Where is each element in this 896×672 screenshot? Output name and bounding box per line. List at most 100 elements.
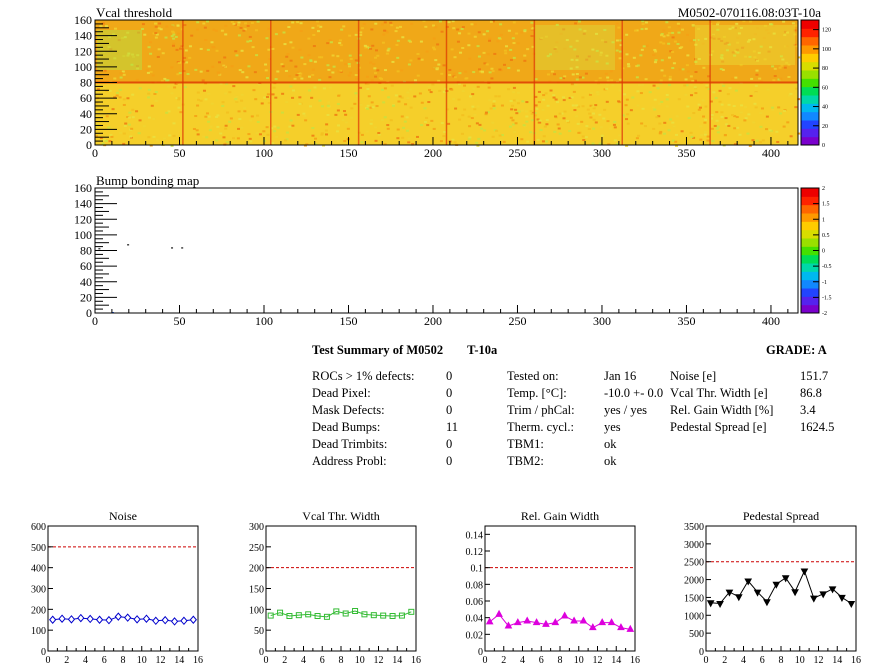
heatmap-pixel <box>553 130 557 133</box>
heatmap-pixel <box>704 105 708 108</box>
heatmap-pixel <box>728 87 732 90</box>
heatmap-pixel <box>685 33 689 36</box>
heatmap-pixel <box>782 125 786 128</box>
palette-band <box>801 254 819 264</box>
heatmap-pixel <box>635 76 639 79</box>
heatmap-pixel <box>640 122 644 125</box>
heatmap-pixel <box>731 114 735 117</box>
heatmap-pixel <box>467 44 471 47</box>
heatmap-pixel <box>342 25 346 28</box>
heatmap-pixel <box>348 71 352 74</box>
heatmap-pixel <box>662 29 666 32</box>
heatmap-pixel <box>244 22 248 25</box>
heatmap-pixel <box>797 98 801 101</box>
heatmap-pixel <box>252 89 256 92</box>
heatmap-pixel <box>560 112 564 115</box>
heatmap-pixel <box>326 42 330 45</box>
heatmap-pixel <box>777 106 781 109</box>
heatmap-pixel <box>636 64 640 67</box>
data-point <box>352 608 359 614</box>
summary-value: yes / yes <box>604 403 648 417</box>
heatmap-pixel <box>285 131 289 134</box>
heatmap-pixel <box>511 104 515 107</box>
heatmap-pixel <box>485 63 489 66</box>
heatmap-pixel <box>433 48 437 51</box>
heatmap-pixel <box>712 91 716 94</box>
heatmap-pixel <box>183 56 187 59</box>
heatmap-pixel <box>748 38 752 41</box>
color-palette <box>801 188 819 314</box>
heatmap-pixel <box>450 48 454 51</box>
heatmap-pixel <box>739 64 743 67</box>
heatmap-pixel <box>101 142 105 145</box>
heatmap-pixel <box>467 115 471 118</box>
heatmap-pixel <box>727 103 731 106</box>
heatmap-pixel <box>591 112 595 115</box>
data-point <box>781 575 790 583</box>
heatmap-pixel <box>648 91 652 94</box>
heatmap-pixel <box>476 85 480 88</box>
palette-label: -2 <box>822 311 827 317</box>
heatmap-pixel <box>707 88 711 91</box>
heatmap-pixel <box>350 116 354 119</box>
heatmap-pixel <box>95 125 99 128</box>
heatmap-pixel <box>445 25 449 28</box>
heatmap-pixel <box>289 85 293 88</box>
heatmap-pixel <box>623 93 627 96</box>
heatmap-pixel <box>437 79 441 82</box>
heatmap-pixel <box>467 32 471 35</box>
heatmap-pixel <box>689 75 693 78</box>
heatmap-pixel <box>752 38 756 41</box>
heatmap-pixel <box>702 66 706 69</box>
heatmap-pixel <box>556 123 560 126</box>
heatmap-pixel <box>562 117 566 120</box>
heatmap-pixel <box>511 119 515 122</box>
heatmap-pixel <box>728 27 732 30</box>
heatmap-pixel <box>99 137 103 140</box>
heatmap-pixel <box>383 29 387 32</box>
heatmap-pixel <box>625 33 629 36</box>
palette-band <box>801 61 819 71</box>
heatmap-pixel <box>242 29 246 32</box>
heatmap-pixel <box>359 33 363 36</box>
heatmap-pixel <box>460 132 464 135</box>
heatmap-pixel <box>407 39 411 42</box>
data-point <box>847 601 856 609</box>
heatmap-pixel <box>257 83 261 86</box>
heatmap-pixel <box>742 20 746 23</box>
heatmap-pixel <box>503 49 507 52</box>
heatmap-pixel <box>557 127 561 130</box>
heatmap-pixel <box>206 112 210 115</box>
heatmap-pixel <box>416 74 420 77</box>
heatmap-pixel <box>439 140 443 143</box>
heatmap-pixel <box>320 133 324 136</box>
heatmap-pixel <box>795 87 799 90</box>
heatmap-pixel <box>574 83 578 86</box>
heatmap-pixel <box>575 59 579 62</box>
heatmap-pixel <box>284 69 288 72</box>
heatmap-pixel <box>153 92 157 95</box>
heatmap-pixel <box>563 75 567 78</box>
heatmap-pixel <box>338 39 342 42</box>
heatmap-pixel <box>570 58 574 61</box>
heatmap-pixel <box>722 35 726 38</box>
heatmap-pixel <box>512 86 516 89</box>
heatmap-pixel <box>293 77 297 80</box>
heatmap-pixel <box>618 134 622 137</box>
heatmap-pixel <box>613 120 617 123</box>
heatmap-pixel <box>542 94 546 97</box>
heatmap-pixel <box>199 47 203 50</box>
x-tick-label: 150 <box>339 314 357 328</box>
heatmap-pixel <box>285 55 289 58</box>
heatmap-pixel <box>374 72 378 75</box>
heatmap-pixel <box>219 82 223 85</box>
heatmap-pixel <box>182 60 186 63</box>
heatmap-pixel <box>319 25 323 28</box>
heatmap-pixel <box>240 93 244 96</box>
heatmap-pixel <box>285 101 289 104</box>
data-point <box>819 591 828 599</box>
palette-band <box>801 45 819 54</box>
heatmap-pixel <box>483 129 487 132</box>
heatmap-pixel <box>733 54 737 57</box>
heatmap-pixel <box>489 107 493 110</box>
